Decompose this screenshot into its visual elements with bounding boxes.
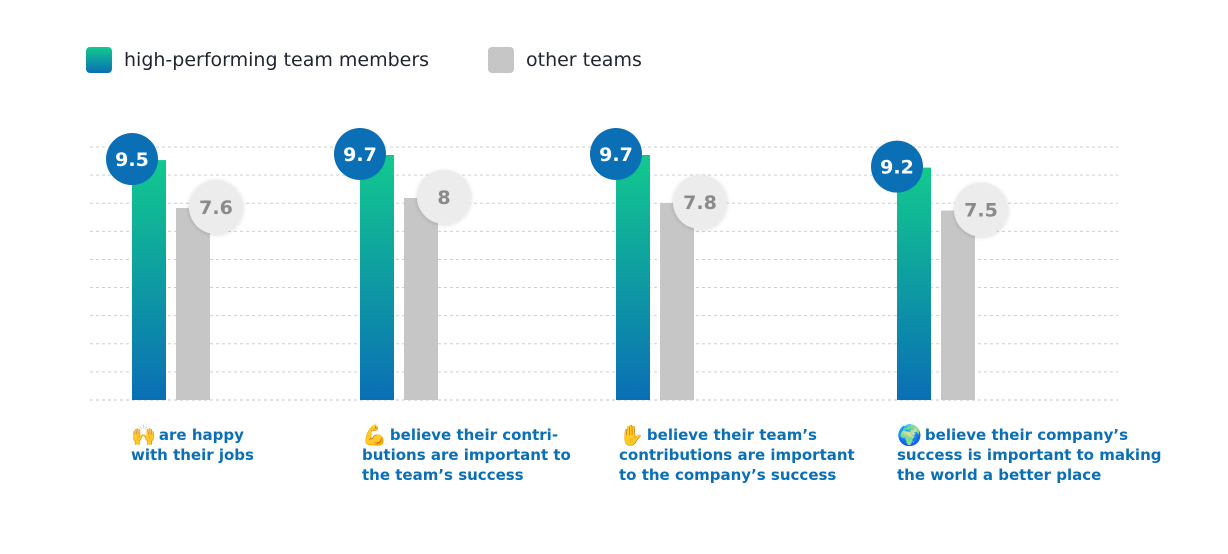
- caption-group-3: ✋ believe their team’s contributions are …: [619, 425, 869, 485]
- legend-label-high-performing: high-performing team members: [124, 49, 430, 71]
- caption-line: believe their team’s: [646, 426, 817, 444]
- value-badge-high-performing: [106, 133, 158, 186]
- bar-high-performing: [616, 155, 650, 400]
- value-label-other: 7.6: [199, 197, 233, 219]
- value-label-other: 8: [437, 187, 450, 209]
- value-badge-other: [189, 180, 243, 235]
- bar-high-performing: [132, 160, 166, 400]
- caption-line: to the company’s success: [619, 466, 837, 484]
- caption-line: with their jobs: [131, 446, 254, 464]
- bar-other: [404, 197, 438, 400]
- caption-line: contributions are important: [619, 446, 855, 464]
- value-badges: 9.5 7.6 9.7 8 9.7 7.8 9.2 7.5: [106, 128, 1008, 237]
- bar-other: [660, 202, 694, 400]
- legend-swatch-high-performing: [86, 47, 112, 73]
- value-label-high-performing: 9.7: [343, 144, 377, 166]
- value-badge-high-performing: [871, 140, 923, 193]
- bar-other: [941, 210, 975, 400]
- caption-line: believe their contri-: [389, 426, 559, 444]
- value-label-high-performing: 9.2: [880, 157, 914, 179]
- bars: [132, 155, 975, 400]
- value-badge-other: [954, 182, 1008, 237]
- value-badge-other: [673, 174, 727, 229]
- caption-line: the world a better place: [897, 466, 1102, 484]
- caption-line: success is important to making: [897, 446, 1162, 464]
- caption-line: butions are important to: [362, 446, 571, 464]
- value-label-high-performing: 9.7: [599, 144, 633, 166]
- raised-hand-icon: ✋: [619, 423, 644, 447]
- caption-group-4: 🌍 believe their company’s success is impo…: [897, 425, 1197, 485]
- value-badge-other: [417, 169, 471, 224]
- value-badge-high-performing: [590, 128, 642, 180]
- flexed-biceps-icon: 💪: [362, 423, 387, 447]
- bar-high-performing: [360, 155, 394, 400]
- caption-line: the team’s success: [362, 466, 524, 484]
- bar-other: [176, 208, 210, 400]
- caption-group-1: 🙌 are happy with their jobs: [131, 425, 381, 465]
- caption-line: believe their company’s: [924, 426, 1128, 444]
- caption-group-2: 💪 believe their contri- butions are impor…: [362, 425, 612, 485]
- bar-high-performing: [897, 167, 931, 400]
- value-label-other: 7.5: [964, 200, 998, 222]
- value-label-high-performing: 9.5: [115, 149, 149, 171]
- raised-hands-icon: 🙌: [131, 423, 156, 447]
- legend-swatch-other: [488, 47, 514, 73]
- value-label-other: 7.8: [683, 192, 717, 214]
- value-badge-high-performing: [334, 128, 386, 180]
- legend-label-other: other teams: [526, 49, 642, 71]
- legend-item-other: other teams: [488, 44, 642, 76]
- caption-line: are happy: [158, 426, 244, 444]
- legend-item-high-performing: high-performing team members: [86, 44, 429, 76]
- globe-icon: 🌍: [897, 423, 922, 447]
